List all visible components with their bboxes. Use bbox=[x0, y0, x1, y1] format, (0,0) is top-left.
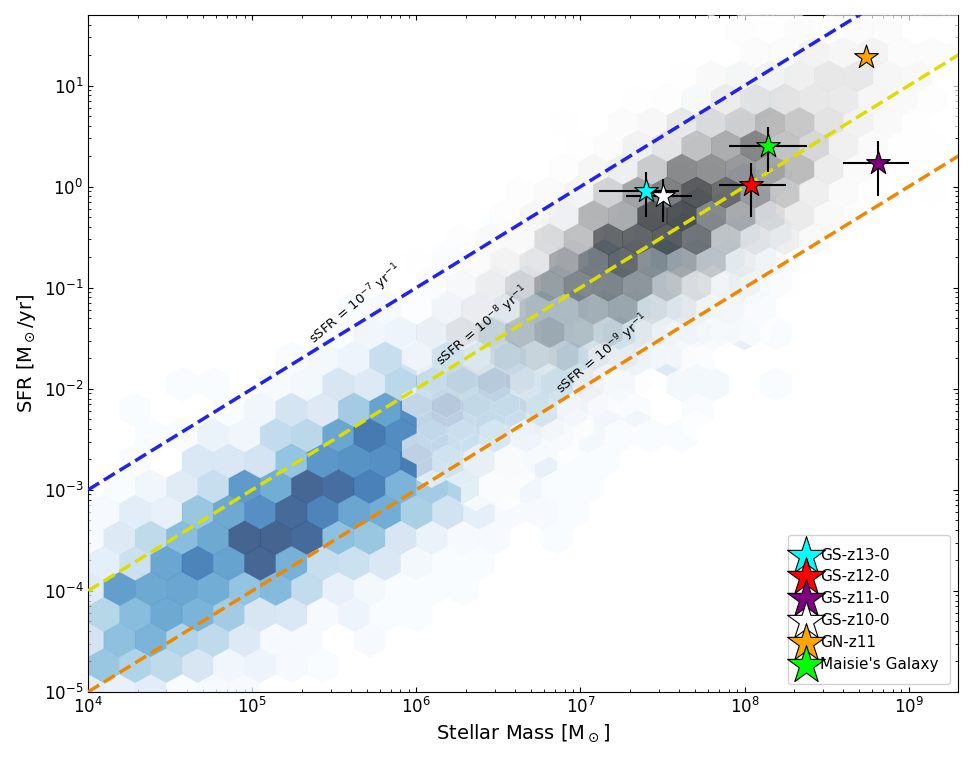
Text: sSFR = $10^{-9}$ yr$^{-1}$: sSFR = $10^{-9}$ yr$^{-1}$ bbox=[552, 310, 653, 398]
GS-z10-0 bbox=[656, 191, 671, 203]
GS-z13-0 bbox=[638, 185, 654, 197]
Text: sSFR = $10^{-8}$ yr$^{-1}$: sSFR = $10^{-8}$ yr$^{-1}$ bbox=[433, 282, 533, 371]
X-axis label: Stellar Mass [M$_\odot$]: Stellar Mass [M$_\odot$] bbox=[436, 723, 610, 744]
GN-z11 bbox=[858, 52, 874, 64]
Y-axis label: SFR [M$_\odot$/yr]: SFR [M$_\odot$/yr] bbox=[15, 294, 38, 413]
GS-z12-0 bbox=[743, 178, 759, 191]
Legend: GS-z13-0, GS-z12-0, GS-z11-0, GS-z10-0, GN-z11, Maisie's Galaxy: GS-z13-0, GS-z12-0, GS-z11-0, GS-z10-0, … bbox=[787, 535, 951, 684]
Text: sSFR = $10^{-7}$ yr$^{-1}$: sSFR = $10^{-7}$ yr$^{-1}$ bbox=[305, 260, 406, 348]
Maisie's Galaxy bbox=[761, 140, 776, 153]
GS-z11-0 bbox=[870, 157, 885, 169]
